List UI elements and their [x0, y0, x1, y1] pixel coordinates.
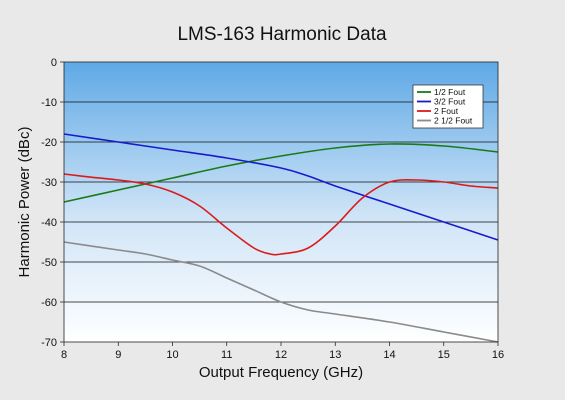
x-tick-label: 15 — [438, 349, 450, 361]
y-tick-label: -50 — [41, 257, 57, 269]
y-tick-label: -10 — [41, 97, 57, 109]
y-tick-label: -40 — [41, 217, 57, 229]
x-tick-label: 8 — [61, 349, 67, 361]
x-tick-label: 9 — [115, 349, 121, 361]
x-tick-label: 16 — [492, 349, 504, 361]
series-line-2 — [63, 173, 499, 256]
series-line-3 — [63, 241, 499, 343]
x-tick-label: 14 — [383, 349, 395, 361]
y-tick-labels: 0 -10 -20 -30 -40 -50 -60 -70 — [41, 57, 64, 349]
series-lines — [63, 133, 499, 343]
chart-title: LMS-163 Harmonic Data — [177, 24, 387, 45]
y-axis-label: Harmonic Power (dBc) — [16, 127, 33, 278]
x-tick-label: 12 — [275, 349, 287, 361]
y-tick-label: -20 — [41, 137, 57, 149]
series-line-1 — [63, 133, 499, 241]
x-tick-label: 13 — [329, 349, 341, 361]
plot-frame — [63, 61, 499, 343]
y-tick-label: -70 — [41, 337, 57, 349]
series-line-0 — [63, 143, 499, 203]
legend-label: 3/2 Fout — [434, 97, 466, 107]
legend-label: 2 Fout — [434, 106, 459, 116]
legend-label: 1/2 Fout — [434, 87, 466, 97]
legend-label: 2 1/2 Fout — [434, 116, 473, 126]
x-axis-label: Output Frequency (GHz) — [199, 364, 363, 381]
x-tick-label: 10 — [166, 349, 178, 361]
y-tick-label: -60 — [41, 297, 57, 309]
x-tick-labels: 8 9 10 11 12 13 14 15 16 — [61, 342, 504, 361]
y-tick-label: 0 — [51, 57, 57, 69]
x-tick-label: 11 — [221, 349, 232, 361]
y-tick-label: -30 — [41, 177, 57, 189]
